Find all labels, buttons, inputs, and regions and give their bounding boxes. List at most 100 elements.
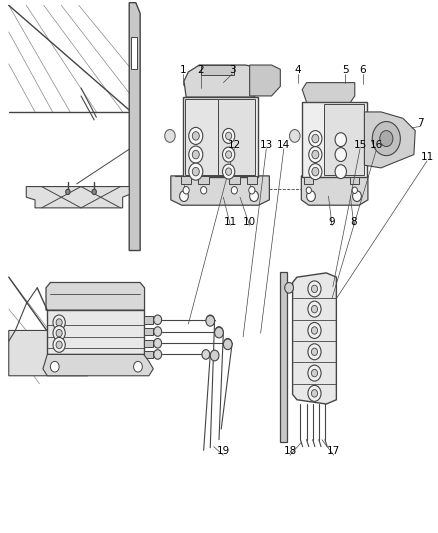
Circle shape	[311, 305, 318, 313]
Polygon shape	[43, 354, 153, 376]
Bar	[247, 176, 257, 184]
Circle shape	[206, 316, 215, 326]
Polygon shape	[302, 83, 355, 102]
Bar	[47, 310, 144, 354]
Text: 3: 3	[229, 66, 236, 75]
Text: 2: 2	[197, 66, 204, 75]
Circle shape	[210, 350, 219, 361]
Circle shape	[165, 130, 175, 142]
Text: 12: 12	[228, 140, 241, 150]
Polygon shape	[129, 3, 140, 251]
Bar	[144, 328, 153, 335]
Polygon shape	[131, 37, 137, 69]
Circle shape	[311, 369, 318, 377]
Bar	[144, 316, 153, 324]
Circle shape	[231, 187, 237, 194]
Circle shape	[308, 385, 321, 401]
Circle shape	[134, 361, 142, 372]
Circle shape	[335, 133, 346, 147]
Circle shape	[180, 191, 188, 201]
Bar	[218, 99, 255, 175]
Polygon shape	[250, 65, 280, 96]
Circle shape	[249, 187, 255, 194]
Circle shape	[352, 187, 357, 193]
Circle shape	[312, 150, 319, 159]
Circle shape	[56, 319, 62, 326]
Circle shape	[309, 164, 322, 180]
Text: 17: 17	[327, 447, 340, 456]
Text: 5: 5	[342, 66, 349, 75]
Polygon shape	[184, 65, 267, 97]
Circle shape	[66, 189, 70, 195]
Circle shape	[308, 365, 321, 381]
Text: 11: 11	[224, 217, 237, 227]
Circle shape	[189, 163, 203, 180]
Text: 16: 16	[370, 140, 383, 150]
Circle shape	[307, 191, 315, 201]
Circle shape	[309, 147, 322, 163]
Circle shape	[308, 301, 321, 317]
Circle shape	[92, 189, 96, 195]
Circle shape	[192, 132, 199, 140]
Polygon shape	[46, 282, 145, 310]
Bar	[350, 177, 359, 184]
Circle shape	[215, 327, 223, 338]
Circle shape	[309, 131, 322, 147]
Circle shape	[223, 147, 235, 162]
Circle shape	[308, 344, 321, 360]
Polygon shape	[9, 330, 96, 376]
Bar	[198, 176, 209, 184]
Circle shape	[312, 134, 319, 143]
Text: 6: 6	[359, 66, 366, 75]
Polygon shape	[364, 112, 415, 168]
Circle shape	[311, 348, 318, 356]
Text: 14: 14	[277, 140, 290, 150]
Circle shape	[183, 187, 189, 194]
Bar	[229, 176, 240, 184]
Polygon shape	[293, 273, 336, 404]
Circle shape	[311, 327, 318, 334]
Circle shape	[226, 151, 232, 158]
Bar	[144, 351, 153, 358]
Text: 9: 9	[328, 217, 336, 227]
Circle shape	[53, 315, 65, 330]
Text: 10: 10	[243, 217, 256, 227]
Circle shape	[250, 191, 258, 201]
Circle shape	[223, 128, 235, 143]
Circle shape	[312, 167, 319, 176]
Circle shape	[223, 339, 232, 350]
Circle shape	[53, 337, 65, 352]
Circle shape	[192, 167, 199, 176]
Circle shape	[215, 327, 223, 336]
Text: 7: 7	[417, 118, 424, 127]
Text: 8: 8	[350, 217, 357, 227]
Bar	[324, 104, 364, 175]
Bar	[183, 97, 258, 177]
Circle shape	[201, 187, 207, 194]
Bar	[302, 102, 367, 177]
Circle shape	[53, 326, 65, 341]
Circle shape	[226, 168, 232, 175]
Circle shape	[50, 361, 59, 372]
Circle shape	[372, 122, 400, 156]
Circle shape	[306, 187, 311, 193]
Circle shape	[206, 315, 214, 325]
Circle shape	[308, 322, 321, 338]
Bar	[201, 65, 234, 75]
Circle shape	[56, 329, 62, 337]
Circle shape	[154, 350, 162, 359]
Circle shape	[223, 164, 235, 179]
Text: 13: 13	[260, 140, 273, 150]
Circle shape	[154, 327, 162, 336]
Circle shape	[290, 130, 300, 142]
Bar	[144, 340, 153, 347]
Circle shape	[335, 165, 346, 179]
Text: 15: 15	[353, 140, 367, 150]
Text: 4: 4	[294, 66, 301, 75]
Circle shape	[202, 350, 210, 359]
Bar	[181, 176, 191, 184]
Polygon shape	[171, 176, 269, 205]
Circle shape	[353, 191, 361, 201]
Circle shape	[311, 285, 318, 293]
Circle shape	[308, 281, 321, 297]
